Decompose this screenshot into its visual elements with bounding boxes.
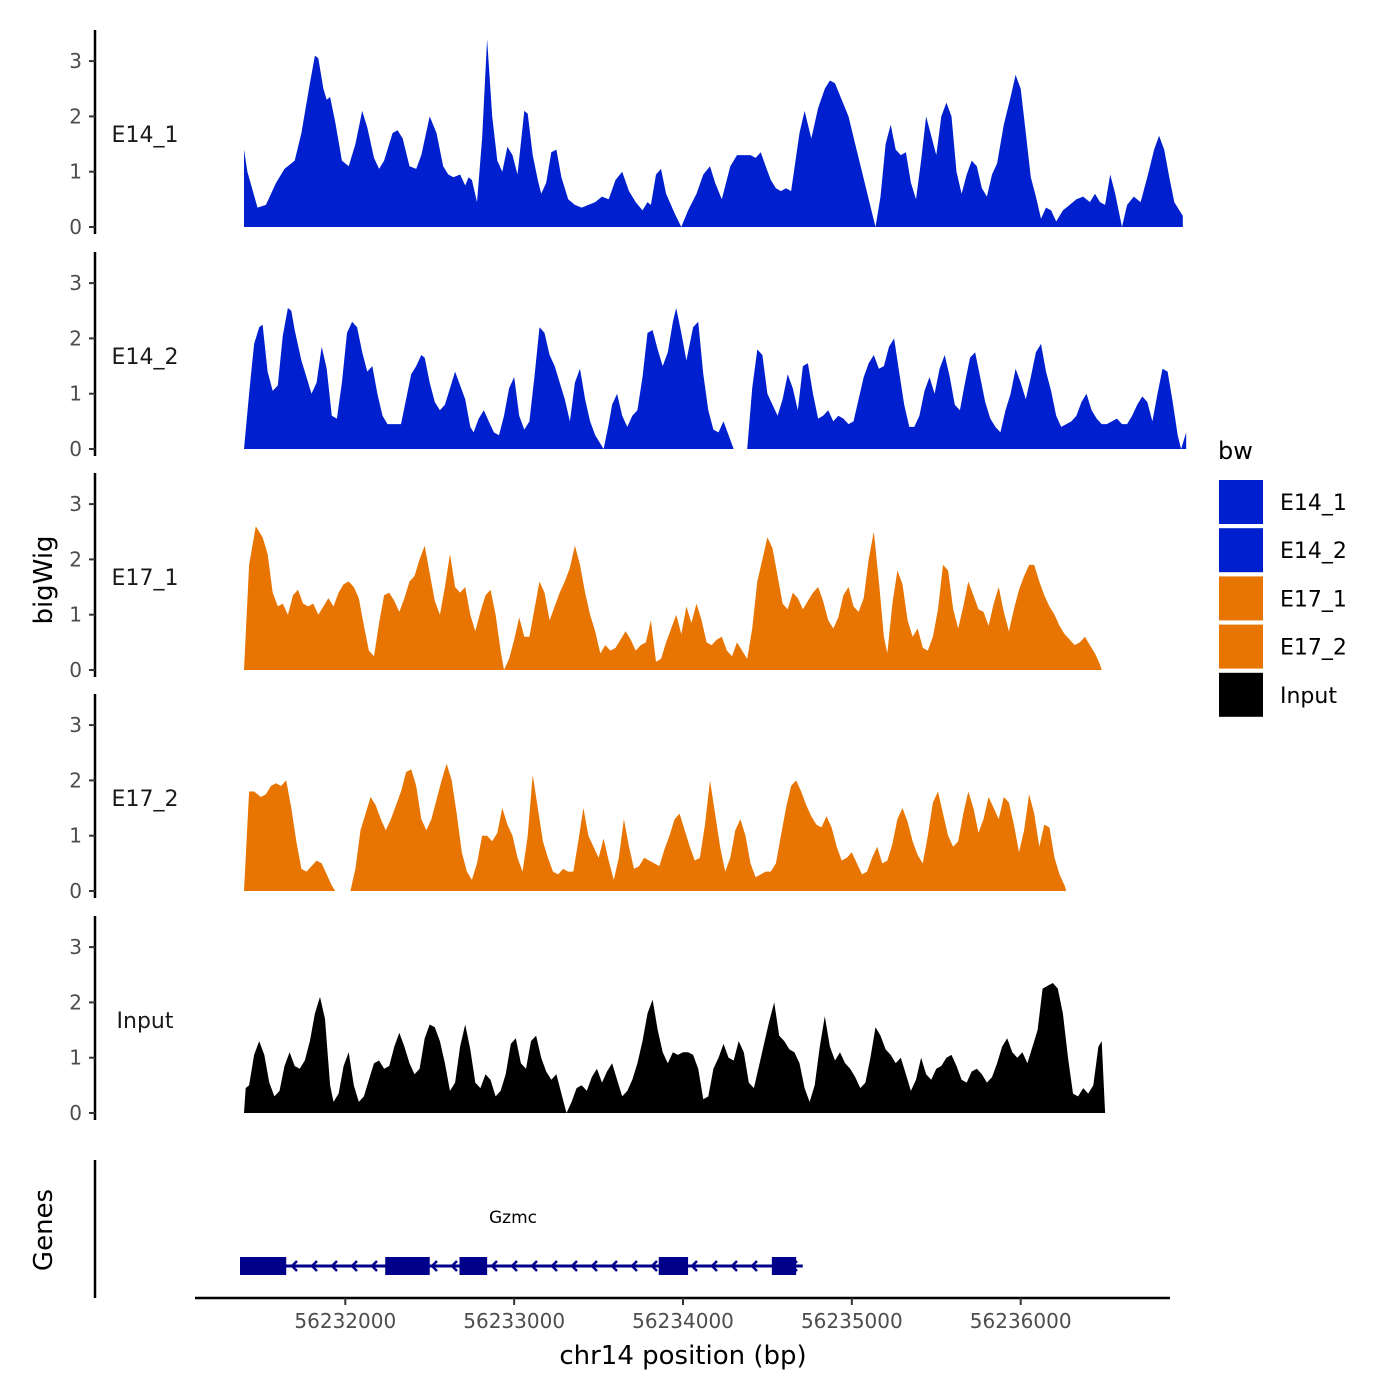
y-tick-label: 3 <box>69 49 82 73</box>
gene-gzmc: Gzmc <box>240 1208 803 1275</box>
legend-label: E14_1 <box>1280 491 1347 516</box>
y-tick-label: 0 <box>69 1101 82 1125</box>
strand-chevron <box>630 1260 638 1272</box>
coverage-area-e14-2 <box>244 308 1187 449</box>
strand-chevron <box>530 1260 538 1272</box>
strand-chevron <box>490 1260 498 1272</box>
legend-key-e17-2 <box>1219 624 1263 669</box>
coverage-area-input <box>244 983 1106 1113</box>
y-tick-label: 1 <box>69 1046 82 1070</box>
y-tick-label: 1 <box>69 160 82 184</box>
strand-chevron <box>710 1260 718 1272</box>
x-axis-title: chr14 position (bp) <box>559 1341 806 1371</box>
y-axis-title: bigWig <box>29 535 59 624</box>
strand-chevron <box>550 1260 558 1272</box>
track-e14-1: 0 1 2 3 E14_1 <box>69 30 1183 239</box>
legend-key-e14-1 <box>1219 480 1263 524</box>
legend-title: bw <box>1218 437 1253 465</box>
strand-chevron <box>510 1260 518 1272</box>
strand-chevron <box>750 1260 758 1272</box>
x-tick-label: 56234000 <box>632 1309 734 1333</box>
genes-track: Gzmc <box>93 1160 803 1298</box>
track-label: E17_1 <box>112 566 179 591</box>
legend-key-e14-2 <box>1219 528 1263 573</box>
track-label: E14_1 <box>112 123 179 148</box>
y-tick-label: 3 <box>69 492 82 516</box>
track-label: E17_2 <box>112 787 179 812</box>
bigwig-tracks: 0 1 2 3 E14_1 0 1 2 3 E14_2 0 1 2 3 E17_1 0 1 2 3 E17_2 0 1 2 3… <box>69 30 1187 1125</box>
y-tick-label: 0 <box>69 879 82 903</box>
legend-key-e17-1 <box>1219 576 1263 621</box>
track-label: Input <box>117 1009 174 1034</box>
coverage-area-e14-1 <box>244 39 1183 227</box>
y-tick-label: 0 <box>69 658 82 682</box>
y-tick-label: 0 <box>69 215 82 239</box>
y-tick-label: 3 <box>69 271 82 295</box>
exon <box>240 1257 287 1275</box>
legend-label: E17_1 <box>1280 587 1347 612</box>
y-tick-label: 1 <box>69 824 82 848</box>
strand-chevron <box>450 1260 458 1272</box>
track-input: 0 1 2 3 Input <box>69 916 1106 1125</box>
coverage-area-e17-2 <box>244 763 1067 891</box>
y-tick-label: 1 <box>69 382 82 406</box>
track-label: E14_2 <box>112 345 179 370</box>
track-e17-2: 0 1 2 3 E17_2 <box>69 694 1067 903</box>
gene-name-label: Gzmc <box>489 1208 537 1228</box>
legend: bw E14_1 E14_2 E17_1 E17_2 Input <box>1218 437 1347 717</box>
y-tick-label: 2 <box>69 547 82 571</box>
genes-axis-title: Genes <box>29 1189 59 1271</box>
strand-chevron <box>610 1260 618 1272</box>
exon <box>459 1257 488 1275</box>
y-tick-label: 2 <box>69 104 82 128</box>
strand-chevron <box>290 1260 298 1272</box>
y-tick-label: 2 <box>69 768 82 792</box>
strand-chevron <box>310 1260 318 1272</box>
strand-chevron <box>350 1260 358 1272</box>
exon <box>385 1257 430 1275</box>
y-tick-label: 0 <box>69 437 82 461</box>
track-e14-2: 0 1 2 3 E14_2 <box>69 252 1187 461</box>
x-tick-label: 56232000 <box>294 1309 396 1333</box>
y-tick-label: 3 <box>69 935 82 959</box>
strand-chevron <box>570 1260 578 1272</box>
legend-label: E14_2 <box>1280 539 1347 564</box>
exon <box>771 1257 797 1275</box>
strand-chevron <box>330 1260 338 1272</box>
strand-chevron <box>370 1260 378 1272</box>
x-tick-label: 56236000 <box>970 1309 1072 1333</box>
track-e17-1: 0 1 2 3 E17_1 <box>69 473 1102 682</box>
strand-chevron <box>430 1260 438 1272</box>
x-tick-label: 56233000 <box>463 1309 565 1333</box>
y-tick-label: 3 <box>69 713 82 737</box>
y-tick-label: 2 <box>69 326 82 350</box>
y-tick-label: 2 <box>69 990 82 1014</box>
legend-label: Input <box>1280 684 1337 709</box>
x-tick-label: 56235000 <box>801 1309 903 1333</box>
coverage-area-e17-1 <box>244 526 1102 670</box>
x-axis: 56232000 56233000 56234000 56235000 56236000 <box>195 1296 1170 1333</box>
legend-label: E17_2 <box>1280 636 1347 661</box>
strand-chevron <box>690 1260 698 1272</box>
strand-chevron <box>730 1260 738 1272</box>
exon <box>658 1257 689 1275</box>
y-tick-label: 1 <box>69 603 82 627</box>
strand-chevron <box>650 1260 658 1272</box>
legend-key-input <box>1219 672 1263 717</box>
strand-chevron <box>590 1260 598 1272</box>
